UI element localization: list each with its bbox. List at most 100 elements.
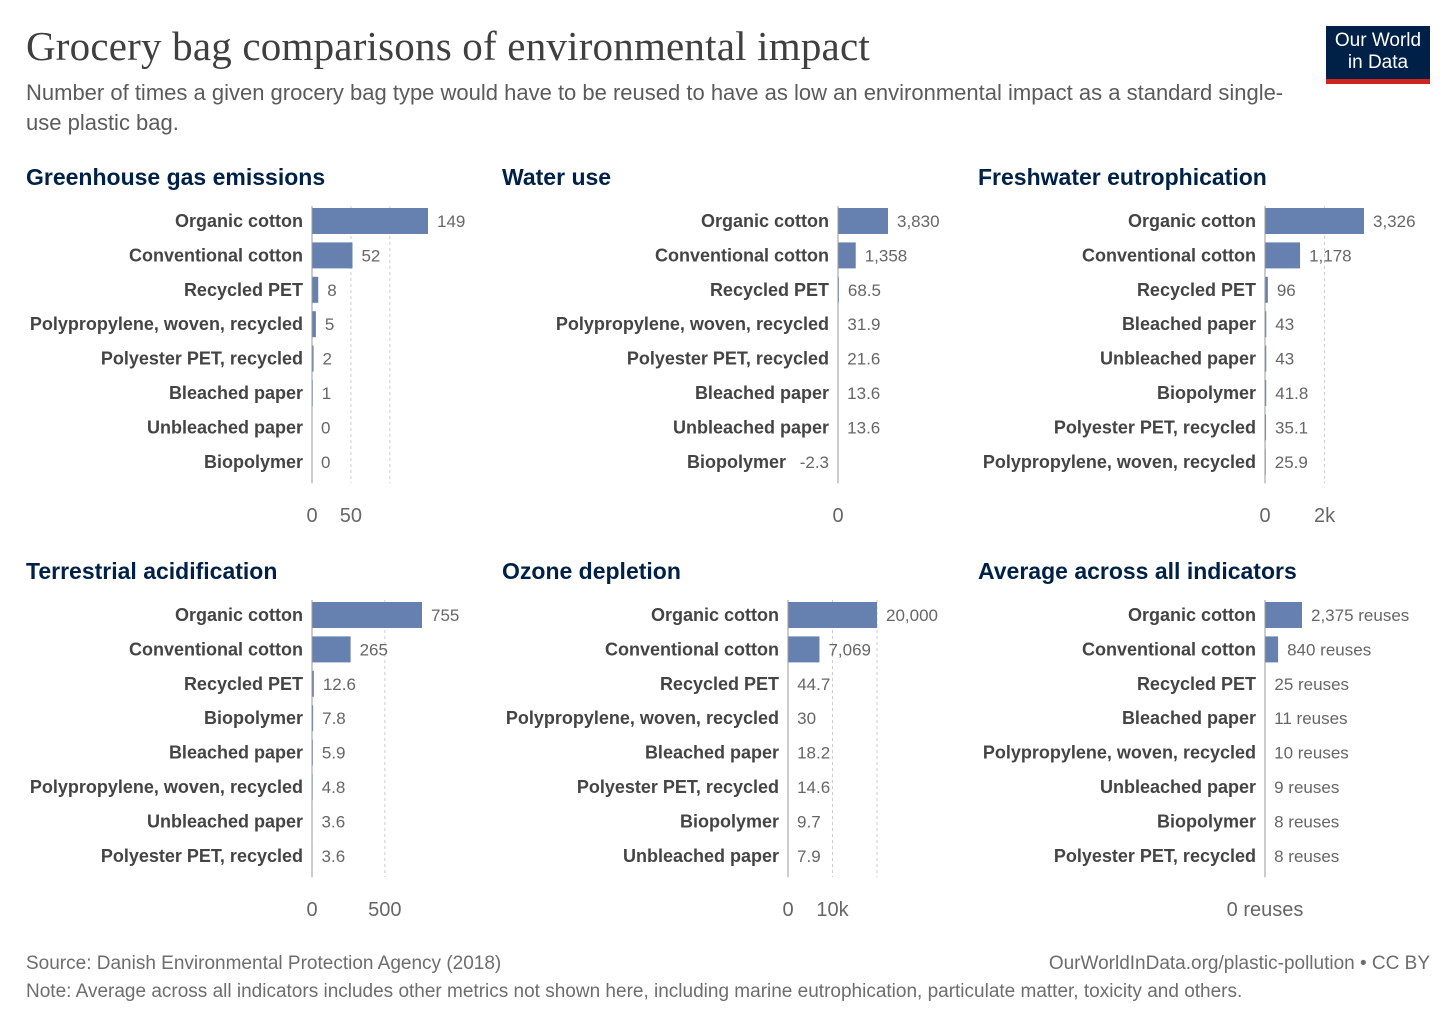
panel-2-category-label-3: Bleached paper	[1122, 314, 1256, 334]
panel-3-bar-0	[312, 602, 422, 628]
panel-4-category-label-6: Biopolymer	[680, 811, 779, 831]
panel-1-category-label-1: Conventional cotton	[655, 245, 829, 265]
panel-1-value-label-6: 13.6	[847, 418, 880, 437]
panel-1-category-label-6: Unbleached paper	[673, 417, 829, 437]
panel-1-category-label-2: Recycled PET	[710, 280, 829, 300]
panel-1-category-label-4: Polyester PET, recycled	[627, 349, 829, 369]
panel-2-bar-3	[1265, 311, 1267, 338]
chart-subtitle: Number of times a given grocery bag type…	[26, 80, 1284, 135]
panel-1-value-label-2: 68.5	[848, 281, 881, 300]
panel-4-value-label-6: 9.7	[797, 812, 821, 831]
panel-0-bar-0	[312, 208, 428, 234]
panel-1-category-label-0: Organic cotton	[701, 211, 829, 231]
panel-1-value-label-0: 3,830	[897, 212, 940, 231]
panel-0-category-label-4: Polyester PET, recycled	[101, 349, 303, 369]
panel-0-bar-3	[312, 311, 316, 338]
panel-1-title: Water use	[502, 164, 611, 190]
panel-4-title: Ozone depletion	[502, 558, 681, 584]
panel-3-category-label-6: Unbleached paper	[147, 811, 303, 831]
panel-5-category-label-5: Unbleached paper	[1100, 777, 1256, 797]
logo-line-2: in Data	[1347, 52, 1409, 73]
panel-5-category-label-7: Polyester PET, recycled	[1054, 846, 1256, 866]
panel-2-tick-label-0: 0	[1259, 505, 1270, 527]
panel-3-bar-3	[312, 705, 314, 732]
panel-0-value-label-1: 52	[361, 246, 380, 265]
panel-3-value-label-2: 12.6	[323, 675, 356, 694]
source-note: Source: Danish Environmental Protection …	[26, 953, 502, 974]
panel-3-value-label-1: 265	[360, 640, 388, 659]
panel-0-title: Greenhouse gas emissions	[26, 164, 325, 190]
panel-2-bar-1	[1265, 242, 1301, 269]
panel-2-value-label-6: 35.1	[1275, 418, 1308, 437]
panel-2-bar-6	[1265, 414, 1267, 441]
panel-0-value-label-2: 8	[327, 281, 336, 300]
panel-2-category-label-5: Biopolymer	[1157, 383, 1256, 403]
panel-1-value-label-5: 13.6	[847, 384, 880, 403]
credit-link[interactable]: OurWorldInData.org/plastic-pollution • C…	[1048, 953, 1430, 974]
panel-1-value-label-1: 1,358	[865, 246, 908, 265]
panel-2-category-label-4: Unbleached paper	[1100, 349, 1256, 369]
panel-0-value-label-4: 2	[323, 350, 332, 369]
panel-2-category-label-7: Polypropylene, woven, recycled	[983, 452, 1256, 472]
logo-line-1: Our World	[1334, 30, 1422, 51]
panel-5-value-label-1: 840 reuses	[1287, 640, 1371, 659]
panel-3-category-label-1: Conventional cotton	[129, 639, 303, 659]
panel-5-value-label-2: 25 reuses	[1274, 675, 1349, 694]
panel-4-value-label-7: 7.9	[797, 847, 821, 866]
panel-5-tick-label-0: 0 reuses	[1227, 899, 1304, 921]
panel-0-category-label-7: Biopolymer	[204, 452, 303, 472]
panel-0-category-label-5: Bleached paper	[169, 383, 303, 403]
panel-3-category-label-4: Bleached paper	[169, 743, 303, 763]
panel-0-value-label-3: 5	[325, 315, 334, 334]
panel-3-value-label-6: 3.6	[322, 812, 346, 831]
panel-2-value-label-5: 41.8	[1275, 384, 1308, 403]
panel-0-category-label-6: Unbleached paper	[147, 417, 303, 437]
panel-3-category-label-3: Biopolymer	[204, 708, 303, 728]
panel-5-category-label-3: Bleached paper	[1122, 708, 1256, 728]
panel-2-value-label-0: 3,326	[1373, 212, 1416, 231]
panel-1-bar-0	[838, 208, 888, 234]
panel-4-value-label-2: 44.7	[797, 675, 830, 694]
panel-5-category-label-2: Recycled PET	[1137, 674, 1256, 694]
panel-1-tick-label-0: 0	[832, 505, 843, 527]
panel-0-category-label-2: Recycled PET	[184, 280, 303, 300]
panel-1-bar-1	[838, 242, 856, 269]
panel-4-category-label-2: Recycled PET	[660, 674, 779, 694]
panel-2-title: Freshwater eutrophication	[978, 164, 1267, 190]
panel-2-value-label-2: 96	[1277, 281, 1296, 300]
panel-1-category-label-3: Polypropylene, woven, recycled	[556, 314, 829, 334]
panel-0-value-label-6: 0	[321, 418, 330, 437]
panel-3-tick-label-1: 500	[368, 899, 401, 921]
panel-3-tick-label-0: 0	[306, 899, 317, 921]
panel-0-category-label-3: Polypropylene, woven, recycled	[30, 314, 303, 334]
owid-logo[interactable]: Our World in Data	[1326, 26, 1430, 84]
panel-5-category-label-6: Biopolymer	[1157, 811, 1256, 831]
panel-5-value-label-7: 8 reuses	[1274, 847, 1339, 866]
panel-1-category-label-5: Bleached paper	[695, 383, 829, 403]
panel-5-value-label-6: 8 reuses	[1274, 812, 1339, 831]
panel-4-category-label-1: Conventional cotton	[605, 639, 779, 659]
panel-4-category-label-4: Bleached paper	[645, 743, 779, 763]
panel-5-category-label-1: Conventional cotton	[1082, 639, 1256, 659]
panel-3-category-label-0: Organic cotton	[175, 605, 303, 625]
panel-5-category-label-0: Organic cotton	[1128, 605, 1256, 625]
panel-3-bar-1	[312, 636, 351, 663]
panel-0-bar-4	[312, 345, 314, 372]
panel-2-bar-4	[1265, 345, 1267, 372]
panel-4-value-label-5: 14.6	[797, 778, 830, 797]
panel-0-value-label-7: 0	[321, 453, 330, 472]
panel-1-value-label-3: 31.9	[847, 315, 880, 334]
panel-4-value-label-0: 20,000	[886, 606, 938, 625]
panel-5-value-label-4: 10 reuses	[1274, 744, 1349, 763]
panel-4-category-label-5: Polyester PET, recycled	[577, 777, 779, 797]
panel-3-value-label-0: 755	[431, 606, 459, 625]
panel-2-bar-5	[1265, 380, 1267, 406]
panel-3-value-label-5: 4.8	[322, 778, 346, 797]
panel-4-category-label-7: Unbleached paper	[623, 846, 779, 866]
panel-4-value-label-1: 7,069	[828, 640, 871, 659]
panel-2-bar-2	[1265, 276, 1268, 303]
panel-5-title: Average across all indicators	[978, 558, 1297, 584]
panel-4-category-label-3: Polypropylene, woven, recycled	[506, 708, 779, 728]
panel-4-bar-0	[788, 602, 877, 628]
